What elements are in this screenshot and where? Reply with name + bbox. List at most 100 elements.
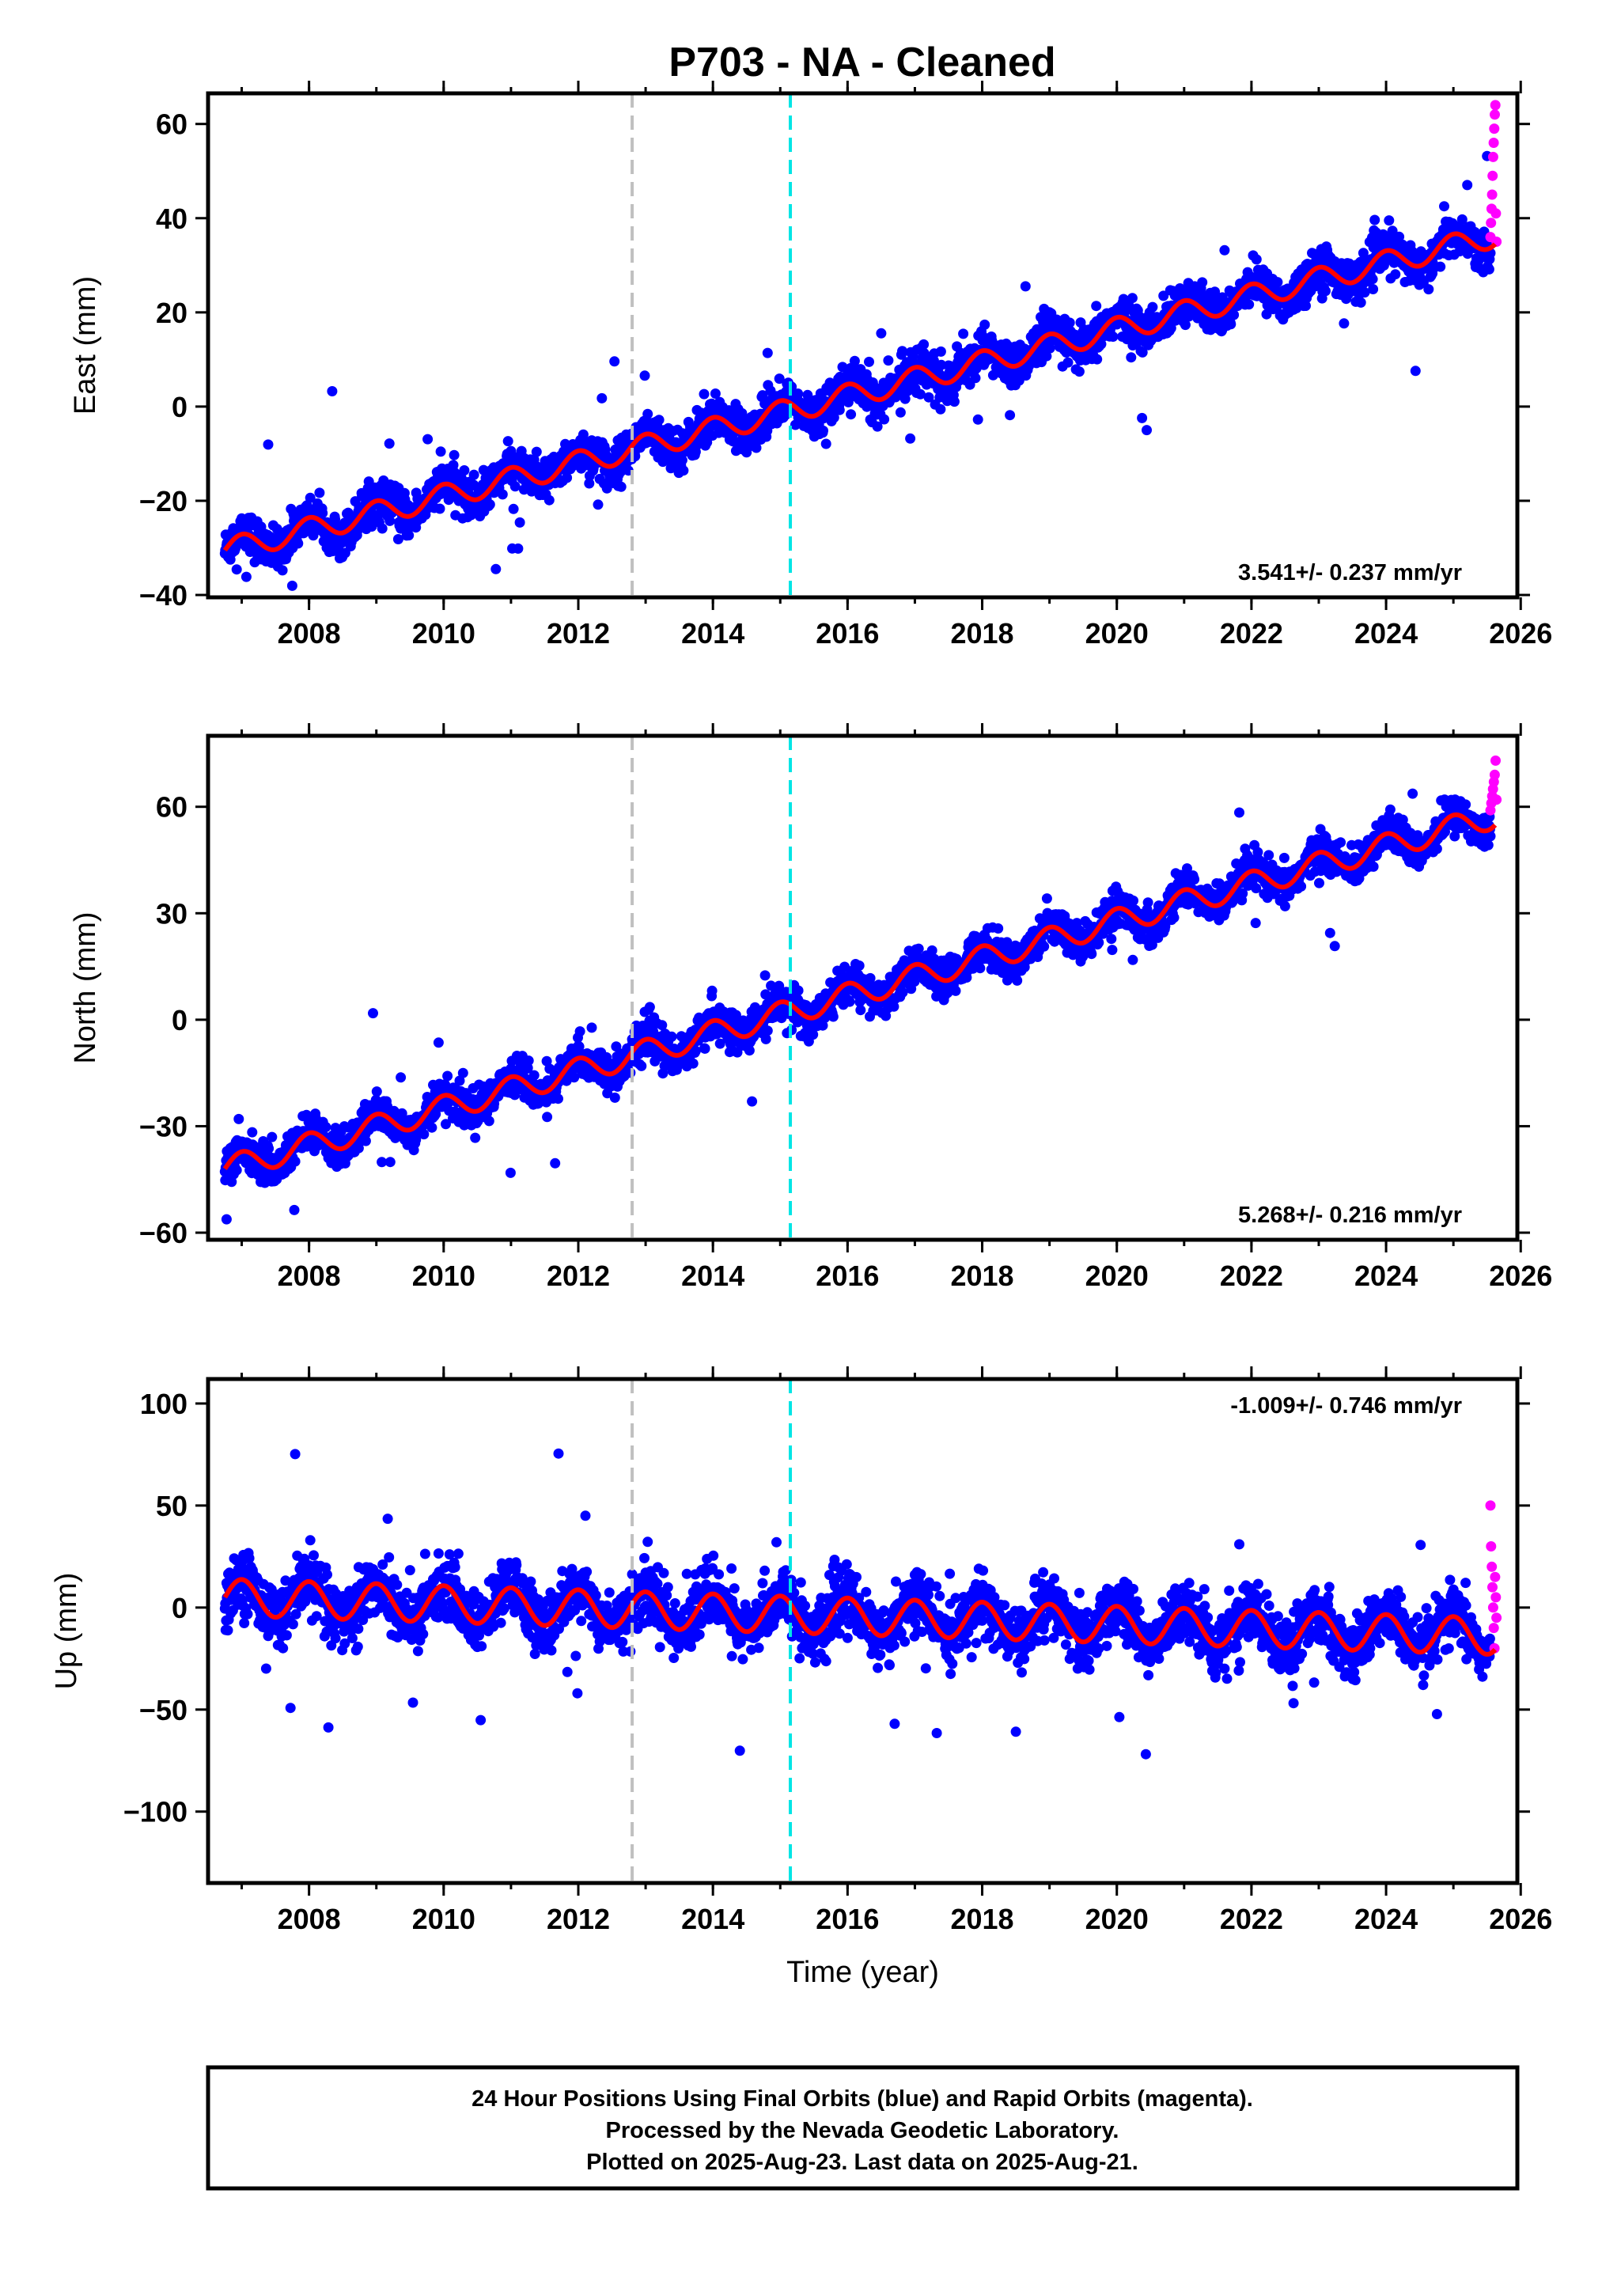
north-final-point [762, 1025, 773, 1036]
east-final-point [230, 543, 241, 554]
east-final-point [879, 414, 890, 425]
north-final-point [690, 1045, 701, 1056]
east-final-point [949, 396, 960, 407]
east-final-point [1180, 320, 1191, 331]
east-y-axis-label: East (mm) [69, 276, 102, 415]
east-final-point [1091, 301, 1102, 312]
north-final-point [267, 1131, 278, 1142]
east-final-point [979, 319, 990, 330]
east-final-point [828, 412, 839, 423]
north-final-point [657, 1020, 668, 1031]
north-final-orbit-points [219, 788, 1496, 1225]
east-final-point [509, 481, 521, 492]
east-model-curve [222, 231, 1498, 552]
north-final-point [714, 1038, 725, 1049]
east-y-tick-label: −40 [139, 579, 187, 612]
east-final-point [514, 517, 525, 528]
north-final-point [441, 1119, 451, 1130]
east-final-point [899, 393, 911, 404]
east-final-point [1435, 261, 1446, 272]
north-final-point [855, 1005, 866, 1016]
east-final-point [609, 356, 620, 367]
east-final-point [834, 404, 845, 415]
east-final-point [1074, 366, 1085, 377]
north-final-point [430, 1108, 441, 1120]
north-final-point [975, 963, 986, 974]
north-final-point [542, 1112, 553, 1123]
east-final-point [1147, 301, 1158, 313]
east-final-point [384, 515, 396, 526]
east-final-point [1062, 357, 1074, 368]
east-y-tick-label: 60 [156, 108, 187, 141]
east-rapid-point [1488, 138, 1499, 148]
north-final-point [766, 980, 777, 991]
north-final-point [360, 1135, 371, 1146]
east-final-point [532, 461, 543, 472]
east-final-point [1197, 277, 1208, 288]
east-final-point [468, 469, 479, 480]
north-final-point [289, 1204, 300, 1215]
east-rapid-point [1490, 208, 1502, 219]
east-x-tick-label: 2018 [950, 617, 1013, 650]
east-final-point [1394, 231, 1405, 242]
north-final-point [820, 1013, 831, 1023]
panel-north: 2008 2010 2012 2014 2016 2018 2020 2022 2024 2026… [69, 723, 1552, 1292]
north-final-point [865, 972, 876, 983]
east-rapid-point [1486, 189, 1498, 200]
north-final-point [993, 923, 1004, 934]
north-final-point [636, 1060, 647, 1071]
east-final-point [1423, 284, 1434, 295]
east-y-tick-label: 0 [172, 391, 187, 423]
north-final-point [528, 1070, 540, 1081]
east-final-point [327, 386, 338, 396]
north-final-point [687, 1058, 699, 1069]
north-final-point [808, 1029, 819, 1040]
north-final-point [221, 1214, 232, 1225]
east-final-point [1158, 290, 1169, 301]
north-final-point [442, 1070, 453, 1082]
east-final-point [846, 409, 857, 420]
east-x-tick-label: 2022 [1220, 617, 1283, 650]
north-final-point [586, 1022, 597, 1033]
east-final-point [935, 346, 946, 357]
east-final-point [1092, 354, 1103, 365]
north-final-point [839, 961, 850, 972]
east-final-point [286, 580, 297, 591]
east-final-point [277, 565, 288, 576]
east-final-point [1456, 214, 1468, 225]
north-final-point [396, 1072, 407, 1083]
east-final-point [935, 404, 946, 415]
east-final-point [502, 436, 513, 447]
north-final-point [454, 1075, 465, 1086]
north-final-point [854, 960, 865, 971]
east-final-point [1229, 309, 1240, 320]
east-final-point [366, 521, 377, 532]
east-x-tick-label: 2016 [816, 617, 879, 650]
east-final-point [240, 571, 252, 582]
east-final-point [1462, 180, 1473, 191]
east-final-point [895, 407, 906, 418]
east-final-point [1096, 339, 1107, 350]
east-final-point [1390, 269, 1401, 280]
east-final-point [1251, 254, 1262, 265]
east-final-point [1439, 201, 1449, 212]
east-final-point [490, 563, 502, 574]
east-final-point [484, 499, 495, 510]
east-final-point [392, 534, 403, 544]
east-x-tick-label: 2020 [1085, 617, 1149, 650]
north-final-point [844, 996, 855, 1007]
east-final-point [1358, 248, 1369, 259]
east-final-point [1126, 352, 1137, 363]
east-final-point [449, 449, 460, 460]
east-final-point [1369, 214, 1380, 225]
east-final-point [1301, 301, 1311, 311]
east-final-point [653, 415, 665, 426]
east-plot-area [219, 100, 1502, 591]
east-final-point [1020, 281, 1031, 292]
north-final-point [290, 1156, 301, 1167]
north-final-point [625, 1067, 636, 1078]
east-final-point [915, 388, 926, 400]
east-final-point [642, 408, 653, 419]
east-final-point [508, 503, 519, 514]
east-final-point [293, 538, 304, 549]
